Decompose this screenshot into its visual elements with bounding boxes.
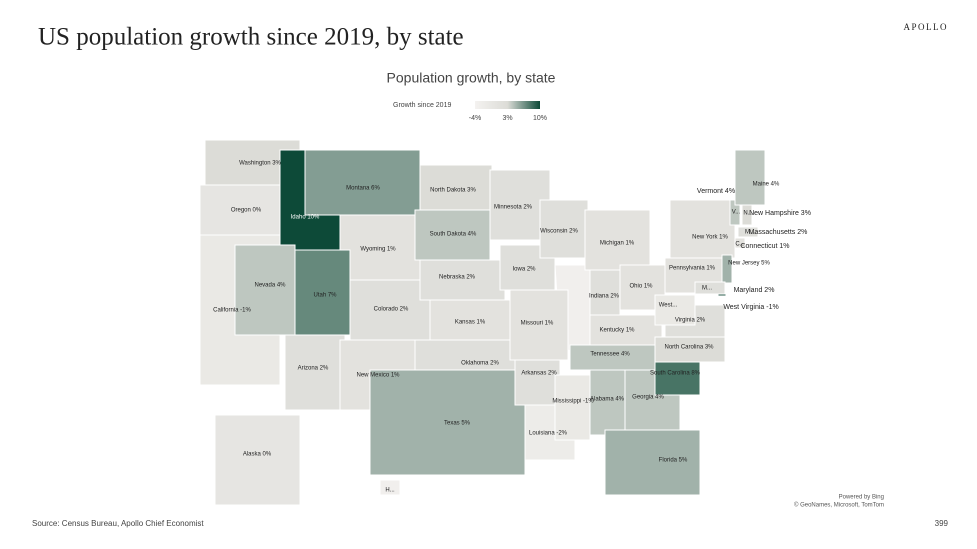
state-shape xyxy=(654,361,701,396)
state-label: New Jersey 5% xyxy=(728,261,770,267)
state-label: Kansas 1% xyxy=(455,320,486,326)
state-label: Ohio 1% xyxy=(629,284,653,290)
labels: Washington 3% Oregon 0% California -1% Idah… xyxy=(213,161,811,494)
state-label: Minnesota 2% xyxy=(494,205,533,211)
credit: © GeoNames, Microsoft, TomTom xyxy=(794,502,884,509)
state-label: West Virginia -1% xyxy=(723,304,778,311)
state-label: Montana 6% xyxy=(346,186,380,192)
state-shape xyxy=(654,294,696,326)
state-label: Arizona 2% xyxy=(298,366,329,372)
state-label: California -1% xyxy=(213,308,251,314)
state-label: Georgia 4% xyxy=(632,395,664,401)
state-short-label: M... xyxy=(702,286,712,292)
state-label: Iowa 2% xyxy=(512,267,536,273)
state-label: Wyoming 1% xyxy=(360,247,396,253)
state-label: Massachusetts 2% xyxy=(749,229,808,236)
state-label: Michigan 1% xyxy=(600,241,635,247)
state-shape xyxy=(669,199,736,259)
state-short-label: N... xyxy=(743,211,753,217)
state-label: Washington 3% xyxy=(239,161,281,167)
state-label: Indiana 2% xyxy=(589,294,620,300)
state-shape xyxy=(379,479,401,496)
state-shape xyxy=(414,209,491,261)
state-label: North Dakota 3% xyxy=(430,188,476,194)
state-label: Nebraska 2% xyxy=(439,275,476,281)
state-label: Virginia 2% xyxy=(675,318,706,324)
state-label: Oklahoma 2% xyxy=(461,361,499,367)
state-label: Colorado 2% xyxy=(374,307,409,313)
state-short-label: C... xyxy=(735,242,745,248)
state-label: H... xyxy=(385,488,395,494)
state-shape xyxy=(539,199,589,259)
state-label: New York 1% xyxy=(692,235,728,241)
state-label: Utah 7% xyxy=(313,293,337,299)
state-label: Mississippi -1% xyxy=(552,399,594,405)
state-label: Texas 5% xyxy=(444,421,471,427)
state-label: South Dakota 4% xyxy=(430,232,477,238)
state-label: Maryland 2% xyxy=(734,287,775,294)
state-shape xyxy=(339,214,421,281)
state-label: Florida 5% xyxy=(659,458,688,464)
state-shape xyxy=(419,164,493,211)
state-label: New Mexico 1% xyxy=(356,373,400,379)
state-label: Nevada 4% xyxy=(254,283,286,289)
state-short-label: West... xyxy=(659,303,678,309)
state-label: Wisconsin 2% xyxy=(540,229,578,235)
state-shape xyxy=(737,226,759,238)
state-shape xyxy=(214,414,301,506)
state-label: Alaska 0% xyxy=(243,452,272,458)
state-label: Idaho 10% xyxy=(291,215,320,221)
state-shape xyxy=(234,244,296,336)
state-label: Alabama 4% xyxy=(590,397,625,403)
state-short-label: V... xyxy=(732,210,741,216)
state-label: New Hampshire 3% xyxy=(749,210,811,217)
state-shape xyxy=(584,209,651,271)
state-shape xyxy=(654,336,726,363)
state-shape xyxy=(284,334,346,411)
state-shape xyxy=(604,429,701,496)
page-number: 399 xyxy=(935,519,949,528)
state-shape xyxy=(589,369,626,436)
state-shape xyxy=(419,259,506,301)
state-shape xyxy=(589,314,663,346)
state-shape xyxy=(721,254,733,284)
state-label: Vermont 4% xyxy=(697,188,735,195)
state-label: South Carolina 8% xyxy=(650,371,701,377)
state-shape xyxy=(694,281,726,295)
legend-tick-label: 10% xyxy=(533,115,547,122)
state-label: Pennsylvania 1% xyxy=(669,266,716,272)
state-label: Tennessee 4% xyxy=(590,352,630,358)
state-short-label: M... xyxy=(745,230,755,236)
state-label: North Carolina 3% xyxy=(664,345,714,351)
legend-tick-label: 3% xyxy=(502,115,512,122)
source: Source: Census Bureau, Apollo Chief Econ… xyxy=(32,519,204,528)
map-title: Population growth, by state xyxy=(387,70,556,86)
state-shape xyxy=(369,369,526,476)
state-label: Maine 4% xyxy=(753,182,780,188)
state-label: Missouri 1% xyxy=(521,321,554,327)
state-shape xyxy=(294,249,351,336)
legend-title: Growth since 2019 xyxy=(393,102,451,109)
state-shape xyxy=(734,237,746,249)
states xyxy=(199,139,766,506)
state-shape xyxy=(349,279,431,341)
legend-tick-label: -4% xyxy=(469,115,481,122)
state-label: Oregon 0% xyxy=(231,208,262,214)
credit: Powered by Bing xyxy=(839,495,884,501)
state-shape xyxy=(304,149,421,216)
brand: APOLLO xyxy=(904,22,949,32)
state-label: Louisiana -2% xyxy=(529,431,568,437)
state-shape xyxy=(589,269,621,321)
state-label: Kentucky 1% xyxy=(599,328,635,334)
state-shape xyxy=(734,149,766,206)
state-label: Connecticut 1% xyxy=(740,243,789,250)
legend-bar xyxy=(475,101,540,109)
page-title: US population growth since 2019, by stat… xyxy=(38,24,464,51)
state-label: Arkansas 2% xyxy=(521,371,557,377)
